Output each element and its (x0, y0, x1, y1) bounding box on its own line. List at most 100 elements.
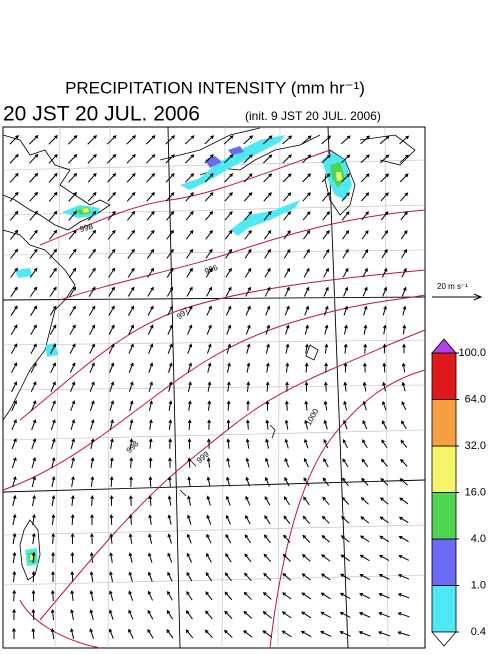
wind-arrow (11, 362, 18, 374)
colorbar-label: 1.0 (471, 579, 486, 591)
wind-arrow (224, 192, 233, 202)
wind-arrow (379, 516, 389, 524)
wind-arrow (148, 533, 153, 544)
wind-arrow (363, 305, 368, 316)
wind-arrow (109, 533, 114, 544)
pressure-contours (2, 149, 426, 649)
wind-arrow (129, 438, 134, 449)
wind-arrow (324, 343, 329, 354)
wind-arrow (341, 516, 350, 524)
wind-arrow (69, 362, 76, 373)
wind-arrow (51, 438, 56, 450)
wind-arrow (147, 628, 154, 639)
wind-arrow (362, 400, 367, 411)
wind-arrow (168, 457, 172, 468)
wind-arrow (303, 248, 310, 259)
wind-arrow (168, 381, 173, 392)
wind-arrow (167, 571, 173, 582)
wind-arrow (301, 554, 311, 562)
wind-arrow (148, 400, 153, 411)
wind-arrow (321, 535, 331, 543)
wind-arrow (12, 494, 17, 507)
wind-arrow (265, 457, 270, 468)
wind-arrow (186, 590, 193, 601)
wind-arrow (128, 628, 134, 639)
wind-arrow (341, 173, 351, 183)
wind-arrow (109, 476, 114, 487)
wind-arrow (11, 400, 17, 412)
wind-arrow (166, 286, 174, 297)
wind-arrow (224, 229, 233, 240)
wind-arrow (89, 552, 94, 563)
wind-arrow (128, 533, 133, 544)
wind-arrow (50, 381, 56, 393)
wind-arrow (282, 173, 292, 183)
wind-arrow (127, 286, 135, 297)
wind-arrow (382, 381, 386, 392)
wind-arrow (70, 628, 75, 640)
wind-arrow (400, 439, 408, 448)
wind-arrow (283, 496, 290, 506)
wind-arrow (106, 135, 117, 145)
wind-arrow (323, 381, 328, 392)
wind-arrow (304, 305, 310, 316)
wind-arrow (108, 628, 114, 639)
wind-arrow (304, 438, 309, 449)
wind-arrow (320, 611, 332, 619)
wind-arrow (185, 629, 194, 639)
wind-arrow (283, 248, 291, 259)
wind-arrow (402, 324, 407, 335)
wind-arrow (126, 172, 136, 183)
wind-arrow (320, 573, 331, 581)
wind-arrow (283, 515, 291, 525)
vector-scale-label: 20 m s⁻¹ (437, 282, 468, 291)
wind-arrow (146, 229, 155, 240)
wind-arrow (11, 419, 17, 431)
wind-arrow (10, 343, 18, 355)
wind-arrow (147, 286, 154, 297)
wind-arrow (109, 400, 115, 411)
wind-arrow (226, 381, 231, 392)
wind-arrow (165, 173, 175, 183)
wind-arrow (324, 324, 329, 335)
wind-arrow (206, 495, 211, 506)
wind-arrow (381, 420, 388, 430)
wind-arrow (187, 324, 193, 335)
wind-arrow (12, 475, 17, 488)
wind-arrow (207, 438, 211, 449)
wind-arrow (109, 552, 113, 563)
wind-arrow (321, 554, 331, 562)
wind-arrow (90, 457, 95, 469)
wind-arrow (31, 589, 36, 602)
colorbar-bin (431, 399, 457, 447)
wind-arrow (146, 210, 155, 221)
wind-arrow (49, 229, 58, 240)
wind-arrow (70, 457, 75, 469)
wind-arrow (362, 267, 368, 278)
wind-arrow (303, 229, 311, 240)
wind-arrow (70, 551, 75, 564)
wind-arrow (71, 475, 75, 488)
wind-arrow (265, 438, 269, 449)
wind-arrow (224, 572, 232, 582)
wind-arrow (302, 515, 311, 524)
wind-arrow (186, 248, 194, 259)
wind-arrow (283, 534, 291, 543)
wind-arrow (89, 343, 95, 354)
wind-arrow (302, 211, 311, 221)
wind-arrow (129, 476, 133, 487)
wind-arrow (205, 210, 214, 221)
wind-arrow (166, 267, 174, 278)
wind-arrow (69, 305, 76, 316)
wind-arrow (223, 135, 234, 145)
wind-arrow (51, 551, 55, 564)
wind-arrow (205, 591, 213, 601)
wind-arrow (339, 592, 351, 600)
wind-arrow (165, 135, 176, 145)
wind-arrow (343, 419, 348, 430)
wind-arrow (205, 267, 213, 278)
wind-arrow (187, 514, 192, 525)
wind-arrow (70, 400, 76, 412)
wind-arrow (128, 590, 134, 601)
wind-arrow (129, 495, 133, 506)
